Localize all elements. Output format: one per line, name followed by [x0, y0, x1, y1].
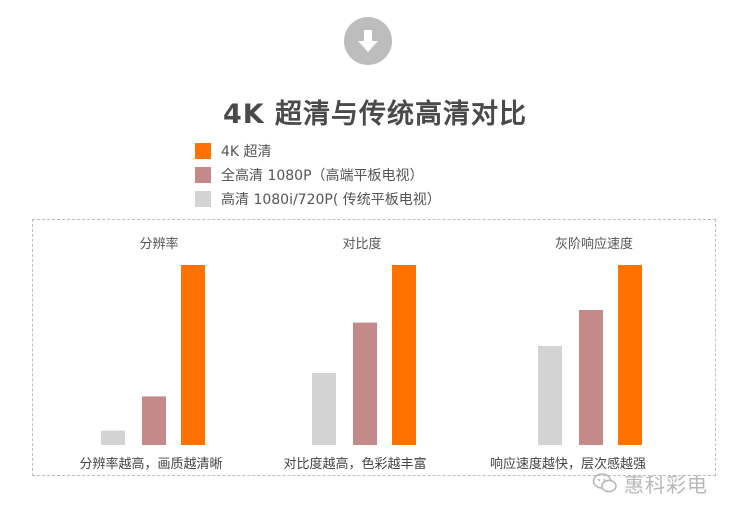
legend-label: 全高清 1080P（高端平板电视） — [221, 168, 424, 184]
chart-group-caption: 对比度越高，色彩越丰富 — [283, 456, 426, 472]
legend-swatch — [195, 191, 211, 207]
legend-item-4k: 4K 超清 — [195, 139, 441, 163]
legend-label: 4K 超清 — [221, 144, 272, 160]
chart-group-title: 灰阶响应速度 — [555, 236, 633, 252]
bar — [392, 265, 416, 445]
legend-swatch — [195, 143, 211, 159]
chart-group-title: 分辨率 — [139, 236, 178, 252]
bar — [101, 430, 125, 445]
legend-item-720p: 高清 1080i/720P( 传统平板电视） — [195, 187, 441, 211]
legend-label: 高清 1080i/720P( 传统平板电视） — [221, 192, 441, 208]
watermark: 惠科彩电 — [592, 470, 708, 497]
chart-group-caption: 分辨率越高，画质越清晰 — [79, 456, 222, 472]
bar — [538, 346, 562, 445]
legend-swatch — [195, 167, 211, 183]
arrow-down-icon — [358, 30, 378, 52]
chart-group-caption: 响应速度越快，层次感越强 — [490, 456, 646, 472]
page-title: 4K 超清与传统高清对比 — [222, 99, 528, 130]
bar — [312, 373, 336, 445]
bar — [618, 265, 642, 445]
legend: 4K 超清 全高清 1080P（高端平板电视） 高清 1080i/720P( 传… — [195, 139, 441, 211]
bar — [142, 396, 166, 445]
bar — [353, 322, 377, 445]
bar — [181, 265, 205, 445]
down-arrow-badge — [344, 17, 392, 65]
bar — [579, 310, 603, 445]
chart-group-title: 对比度 — [342, 236, 381, 252]
watermark-text: 惠科彩电 — [624, 472, 708, 497]
wechat-icon — [592, 473, 617, 493]
chart-panel: 分辨率分辨率越高，画质越清晰 对比度对比度越高，色彩越丰富 灰阶响应速度响应速度越快… — [32, 219, 716, 476]
legend-item-1080p: 全高清 1080P（高端平板电视） — [195, 163, 441, 187]
